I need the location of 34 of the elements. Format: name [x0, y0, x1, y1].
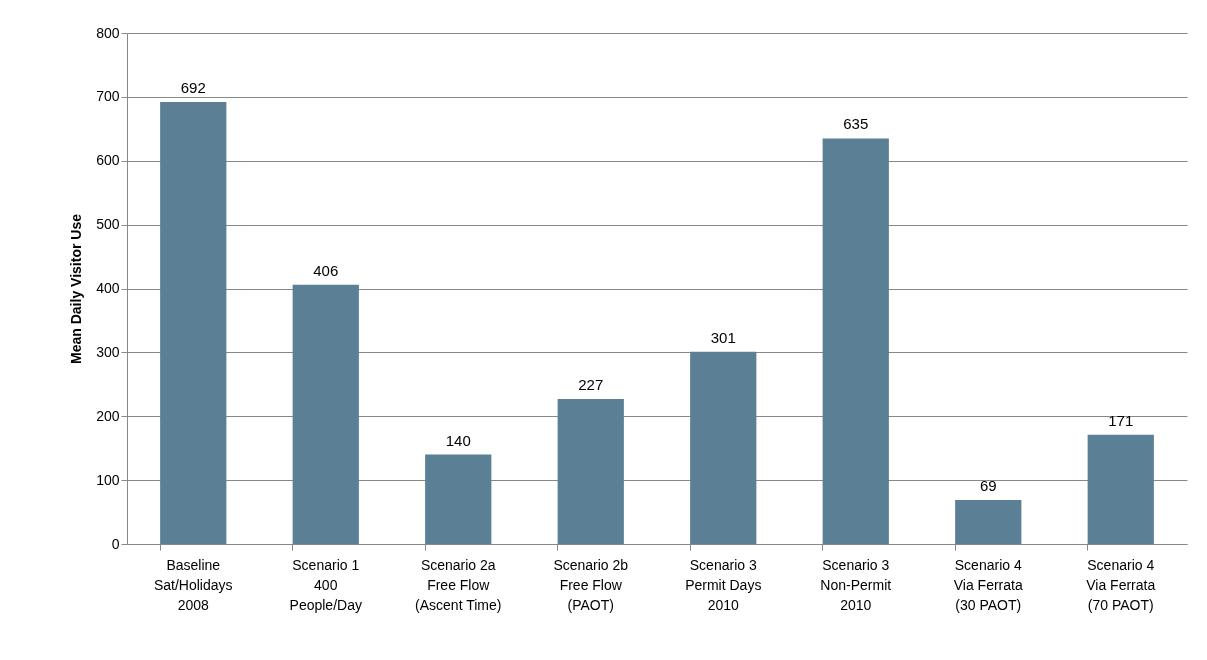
- y-tick-label: 500: [96, 216, 120, 233]
- data-label: 69: [979, 476, 997, 494]
- bar: [160, 101, 227, 544]
- x-tick-label: Scenario 4 Via Ferrata (30 PAOT): [953, 556, 1023, 613]
- y-tick-label: 400: [96, 280, 120, 296]
- x-tick-label: Scenario 2b Free Flow (PAOT): [553, 556, 629, 613]
- x-tick-label: Scenario 1 400 People/Day: [289, 556, 362, 613]
- bar: [690, 351, 757, 544]
- x-tick-label: Scenario 4 Via Ferrata (70 PAOT): [1086, 556, 1156, 613]
- bar: [822, 138, 889, 544]
- bar: [955, 499, 1022, 544]
- data-label: 171: [1108, 411, 1134, 429]
- data-label: 406: [313, 261, 339, 279]
- x-tick-label: Baseline Sat/Holidays 2008: [153, 556, 233, 613]
- y-tick-label: 200: [96, 407, 120, 424]
- y-tick-label: 100: [96, 471, 120, 488]
- y-tick-label: 700: [96, 88, 120, 105]
- data-label: 635: [843, 115, 869, 133]
- y-axis-title: Mean Daily Visitor Use: [68, 213, 85, 364]
- y-tick-label: 0: [111, 535, 120, 552]
- y-tick-label: 800: [96, 24, 120, 41]
- bar: [557, 399, 624, 544]
- x-tick-label: Scenario 3 Permit Days 2010: [685, 556, 762, 613]
- bar: [292, 284, 359, 544]
- data-label: 227: [578, 376, 604, 393]
- x-tick-label: Scenario 3 Non-Permit 2010: [820, 556, 892, 613]
- data-label: 692: [180, 78, 206, 96]
- y-tick-label: 600: [96, 152, 120, 169]
- data-label: 140: [445, 431, 471, 449]
- x-tick-label: Scenario 2a Free Flow (Ascent Time): [415, 556, 502, 613]
- y-tick-label: 300: [96, 343, 120, 360]
- data-label: 301: [710, 328, 736, 346]
- bar: [1087, 434, 1154, 544]
- bar: [425, 454, 492, 544]
